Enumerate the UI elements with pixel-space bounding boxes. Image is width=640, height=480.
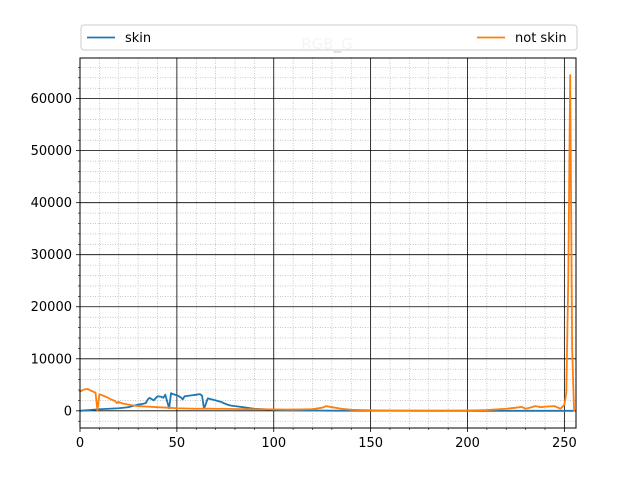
major-gridlines xyxy=(79,58,576,428)
x-tick-label: 100 xyxy=(261,436,286,451)
y-tick-label: 60000 xyxy=(31,92,72,107)
legend-label-skin: skin xyxy=(125,31,151,46)
axis-ticks xyxy=(76,67,565,432)
legend-box xyxy=(80,24,578,51)
series-lines xyxy=(79,74,575,412)
minor-gridlines xyxy=(80,58,576,428)
axis-tick-labels: 0 50 100 150 200 250 0 10000 20000 30000 40000 5000… xyxy=(31,92,577,451)
y-tick-label: 0 xyxy=(64,404,72,419)
y-tick-label: 20000 xyxy=(31,300,72,315)
x-tick-label: 0 xyxy=(76,436,84,451)
x-tick-label: 200 xyxy=(455,436,480,451)
plot-area-frame xyxy=(79,57,577,429)
x-tick-label: 250 xyxy=(552,436,577,451)
legend-label-not-skin: not skin xyxy=(515,31,567,46)
legend: skin not skin xyxy=(80,24,578,51)
series-line-skin xyxy=(79,392,575,412)
x-tick-label: 150 xyxy=(358,436,383,451)
series-line-not-skin xyxy=(79,74,575,412)
y-tick-label: 40000 xyxy=(31,196,72,211)
y-tick-label: 30000 xyxy=(31,248,72,263)
y-tick-label: 50000 xyxy=(31,144,72,159)
x-tick-label: 50 xyxy=(169,436,186,451)
y-tick-label: 10000 xyxy=(31,352,72,367)
